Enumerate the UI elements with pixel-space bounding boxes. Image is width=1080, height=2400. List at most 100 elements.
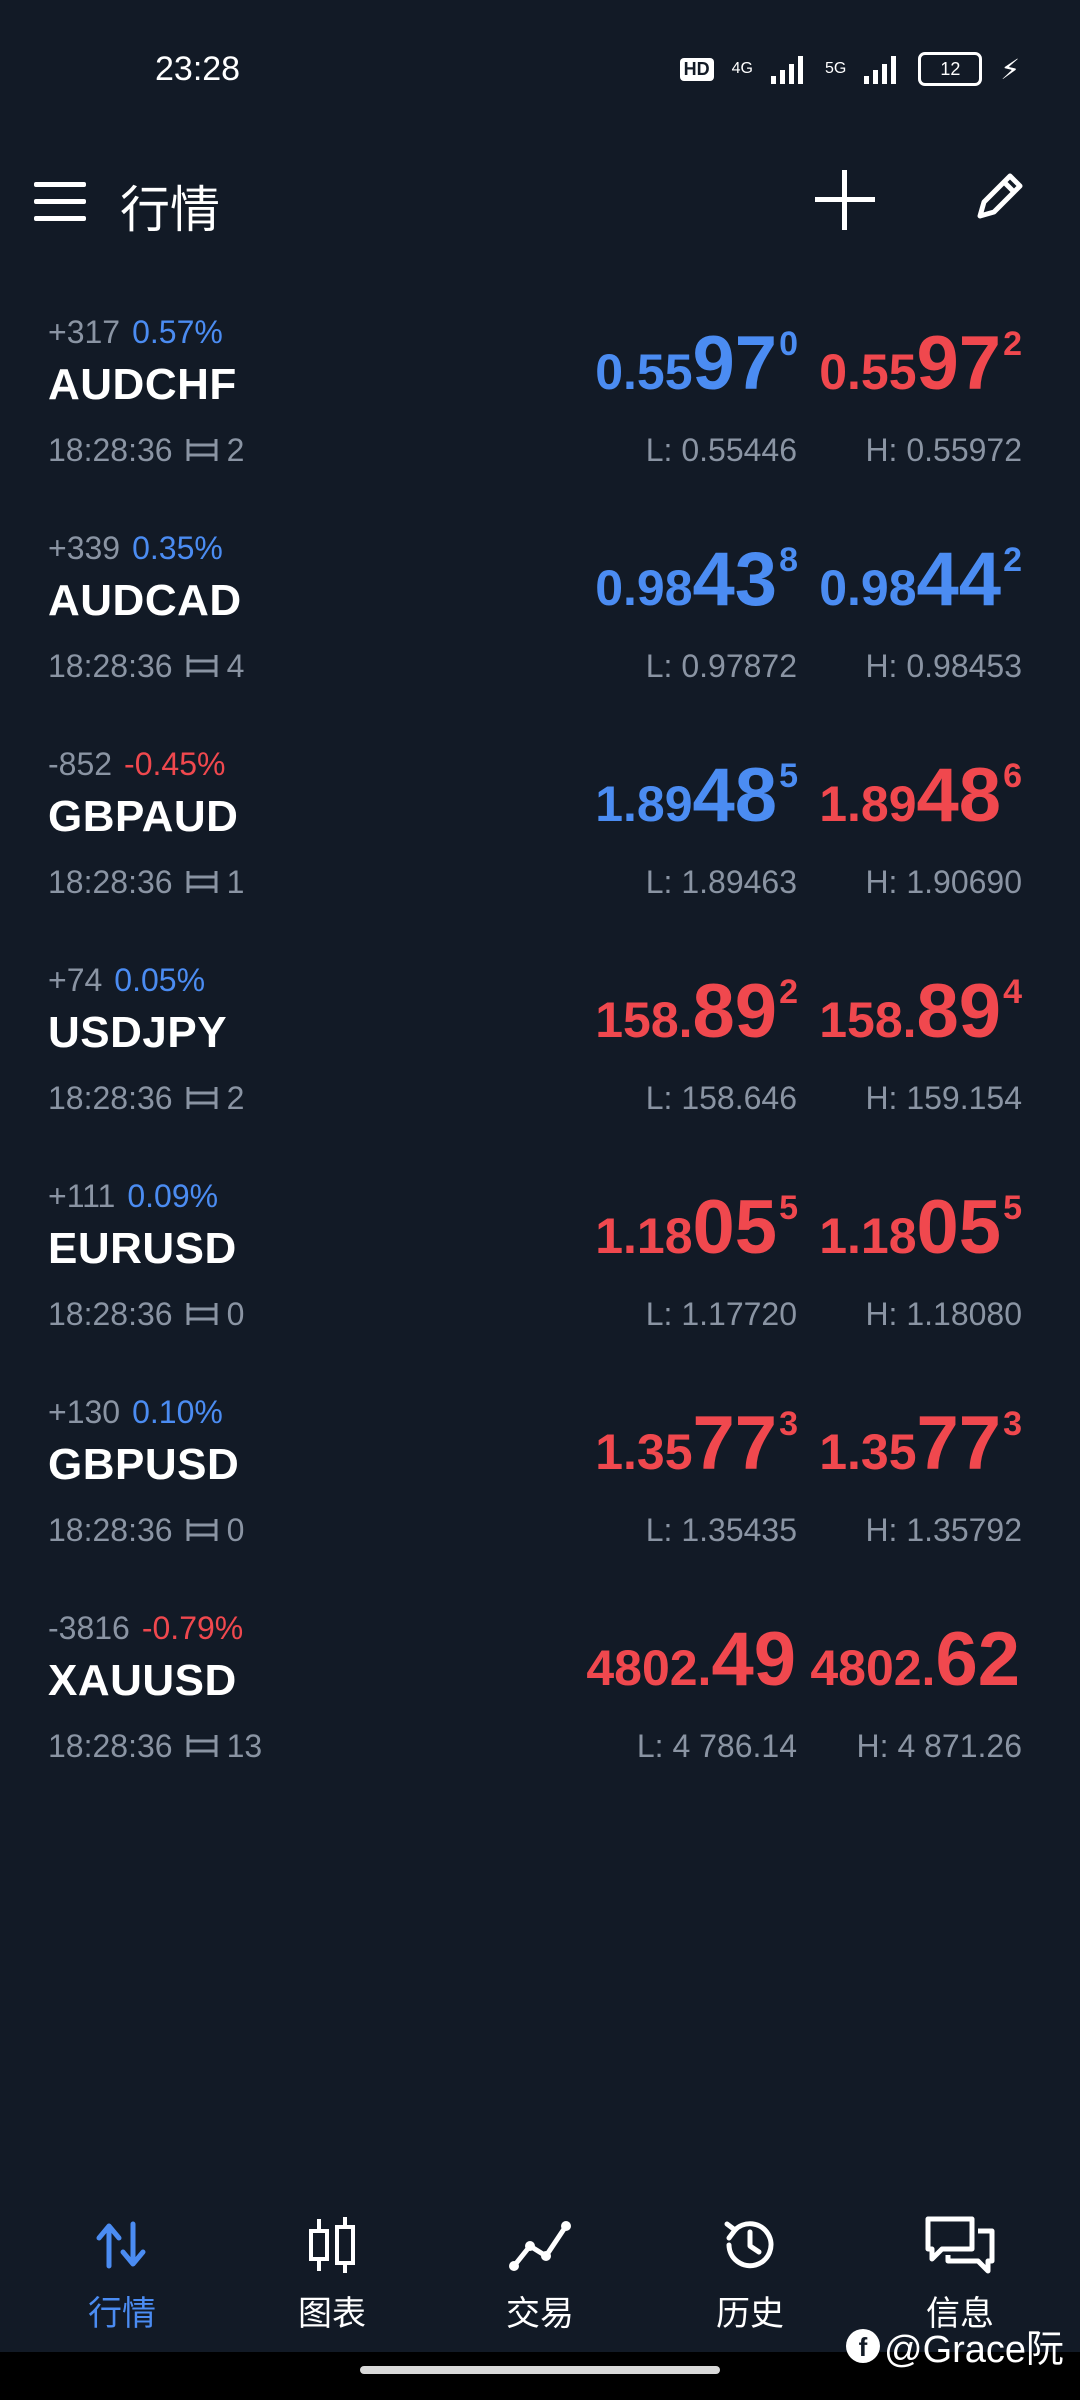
status-bar: 23:28 HD 4G 5G 12 ⚡ <box>0 0 1080 140</box>
nav-label: 历史 <box>716 2295 784 2333</box>
high-price: H: 0.55972 <box>865 432 1022 468</box>
change-info: +74 0.05% <box>48 962 205 999</box>
quote-row[interactable]: +130 0.10% GBPUSD 18:28:36 0 1.35773 1.35773 L:… <box>0 1380 1080 1596</box>
ask-price-pips: 44 <box>916 537 1002 622</box>
quote-meta: 18:28:36 4 <box>48 648 244 685</box>
bid-price: 4802.49 <box>586 1616 798 1703</box>
spread-value: 1 <box>226 864 245 900</box>
nav-history[interactable]: 历史 <box>680 2210 820 2335</box>
low-price: L: 158.646 <box>645 1080 797 1116</box>
quote-time: 18:28:36 <box>48 1512 173 1548</box>
nav-trade[interactable]: 交易 <box>470 2210 610 2335</box>
battery-icon: 12 <box>918 52 983 86</box>
quote-row[interactable]: +317 0.57% AUDCHF 18:28:36 2 0.55970 0.55972 L:… <box>0 300 1080 516</box>
menu-icon[interactable] <box>34 182 86 221</box>
symbol-name: AUDCAD <box>48 576 242 625</box>
bid-price-point: 8 <box>779 541 798 579</box>
bid-price-prefix: 1.89 <box>595 776 693 832</box>
add-symbol-icon[interactable] <box>810 165 880 235</box>
spread-icon <box>185 866 219 893</box>
bid-price-prefix: 0.55 <box>595 344 693 400</box>
symbol-name: GBPAUD <box>48 792 239 841</box>
signal-icon-2 <box>864 54 900 84</box>
network-4g-label: 4G <box>731 60 753 77</box>
bid-price-point: 5 <box>779 1189 798 1227</box>
home-indicator[interactable] <box>360 2366 720 2374</box>
quote-row[interactable]: -3816 -0.79% XAUUSD 18:28:36 13 4802.49 4802.6… <box>0 1596 1080 1812</box>
ask-price-pips: 05 <box>916 1185 1002 1270</box>
change-points: +130 <box>48 1394 121 1430</box>
spread-icon <box>185 1298 219 1325</box>
symbol-name: AUDCHF <box>48 360 237 409</box>
bid-price-prefix: 1.35 <box>595 1424 693 1480</box>
ask-price-prefix: 4802. <box>810 1640 936 1696</box>
quote-time: 18:28:36 <box>48 432 173 468</box>
bid-price: 1.18055 <box>595 1184 798 1271</box>
bid-price: 0.55970 <box>595 320 798 407</box>
high-price: H: 4 871.26 <box>856 1728 1022 1764</box>
change-points: -852 <box>48 746 113 782</box>
system-nav-bar <box>0 2352 1080 2400</box>
spread-value: 13 <box>226 1728 263 1764</box>
nav-label: 信息 <box>926 2295 994 2333</box>
page-title: 行情 <box>120 182 220 238</box>
change-info: +317 0.57% <box>48 314 223 351</box>
change-info: +111 0.09% <box>48 1178 218 1215</box>
bid-price-point: 2 <box>779 973 798 1011</box>
ask-price-prefix: 1.35 <box>819 1424 917 1480</box>
spread-icon <box>185 1514 219 1541</box>
spread-value: 2 <box>226 432 245 468</box>
ask-price-pips: 62 <box>935 1617 1020 1702</box>
high-price: H: 1.18080 <box>865 1296 1022 1332</box>
low-price: L: 0.97872 <box>645 648 797 684</box>
bid-price-prefix: 4802. <box>586 1640 712 1696</box>
watermark-text: @Grace阮 <box>884 2329 1065 2371</box>
edit-pencil-icon[interactable] <box>968 164 1032 228</box>
change-percent: 0.57% <box>132 314 223 350</box>
ask-price-prefix: 1.89 <box>819 776 917 832</box>
nav-quotes[interactable]: 行情 <box>52 2210 192 2335</box>
high-price: H: 1.35792 <box>865 1512 1022 1548</box>
bid-price-pips: 97 <box>692 321 778 406</box>
ask-price-point: 3 <box>1003 1405 1022 1443</box>
spread-value: 0 <box>226 1296 245 1332</box>
bid-price: 1.35773 <box>595 1400 798 1487</box>
nav-label: 图表 <box>298 2295 366 2333</box>
low-price: L: 0.55446 <box>645 432 797 468</box>
bid-price-pips: 48 <box>692 753 778 838</box>
symbol-name: EURUSD <box>48 1224 237 1273</box>
quote-row[interactable]: +339 0.35% AUDCAD 18:28:36 4 0.98438 0.98442 L:… <box>0 516 1080 732</box>
quote-row[interactable]: +74 0.05% USDJPY 18:28:36 2 158.892 158.894 L: … <box>0 948 1080 1164</box>
quote-time: 18:28:36 <box>48 864 173 900</box>
ask-price: 1.18055 <box>819 1184 1022 1271</box>
status-icons: HD 4G 5G 12 ⚡ <box>679 52 1020 86</box>
ask-price-pips: 97 <box>916 321 1002 406</box>
ask-price-pips: 89 <box>916 969 1002 1054</box>
nav-messages[interactable]: 信息 <box>890 2210 1030 2335</box>
change-info: -3816 -0.79% <box>48 1610 243 1647</box>
quote-row[interactable]: -852 -0.45% GBPAUD 18:28:36 1 1.89485 1.89486 L… <box>0 732 1080 948</box>
hd-icon: HD <box>679 57 714 81</box>
facebook-icon: f <box>846 2328 880 2363</box>
network-5g-label: 5G <box>824 60 847 77</box>
quote-row[interactable]: +111 0.09% EURUSD 18:28:36 0 1.18055 1.18055 L:… <box>0 1164 1080 1380</box>
spread-value: 2 <box>226 1080 245 1116</box>
quote-time: 18:28:36 <box>48 1296 173 1332</box>
spread-icon <box>185 1730 219 1757</box>
quote-list: +317 0.57% AUDCHF 18:28:36 2 0.55970 0.55972 L:… <box>0 300 1080 1812</box>
nav-label: 交易 <box>506 2295 574 2333</box>
bid-price-point: 5 <box>779 757 798 795</box>
nav-charts[interactable]: 图表 <box>262 2210 402 2335</box>
quote-time: 18:28:36 <box>48 1728 173 1764</box>
symbol-name: XAUUSD <box>48 1656 237 1705</box>
ask-price: 1.89486 <box>819 752 1022 839</box>
bid-price-prefix: 0.98 <box>595 560 693 616</box>
ask-price-prefix: 0.55 <box>819 344 917 400</box>
symbol-name: GBPUSD <box>48 1440 240 1489</box>
quote-meta: 18:28:36 0 <box>48 1296 244 1333</box>
bid-price-pips: 05 <box>692 1185 778 1270</box>
status-time: 23:28 <box>155 50 241 88</box>
change-points: +111 <box>48 1178 116 1214</box>
high-price: H: 1.90690 <box>865 864 1022 900</box>
ask-price-prefix: 158. <box>819 992 917 1048</box>
